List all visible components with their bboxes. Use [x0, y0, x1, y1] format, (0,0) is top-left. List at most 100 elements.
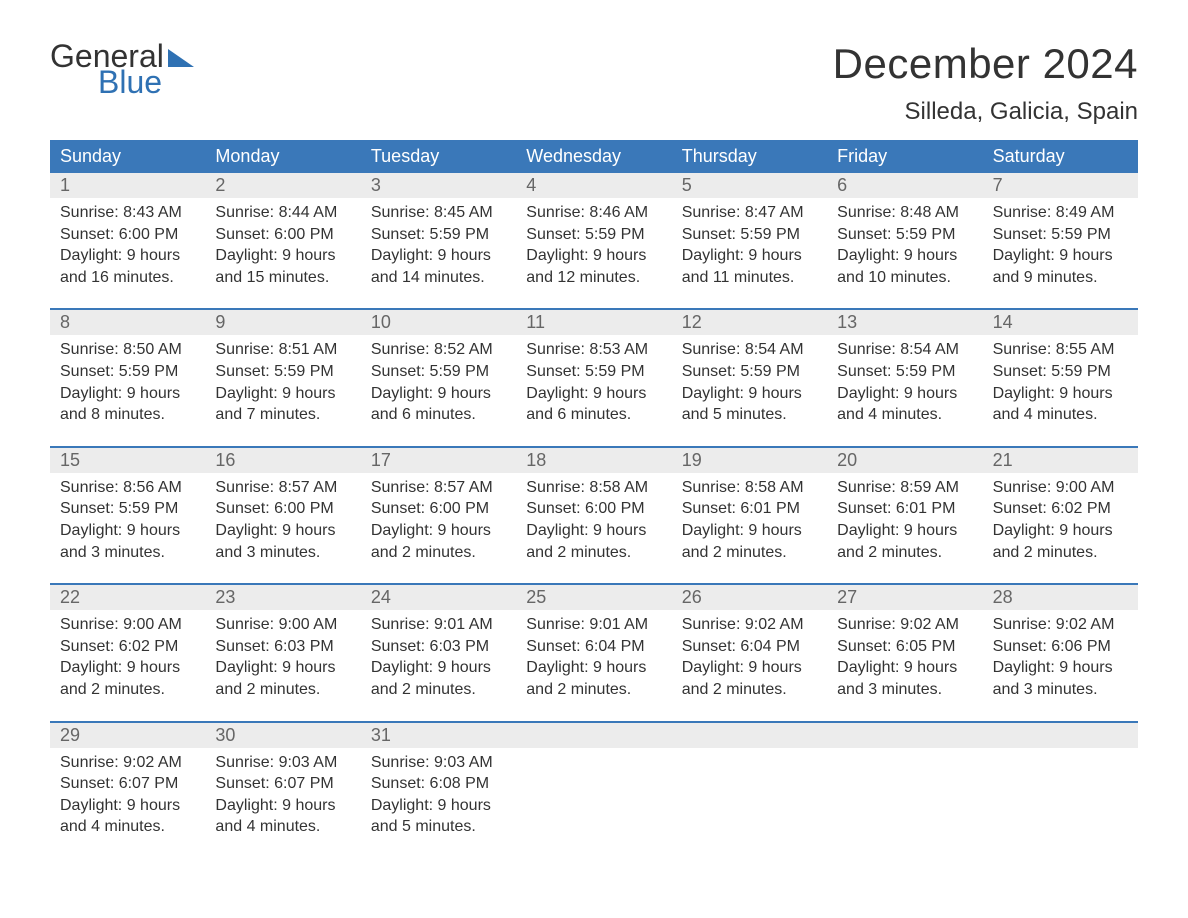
day-cell: Sunrise: 8:54 AMSunset: 5:59 PMDaylight:…	[827, 335, 982, 429]
day-sunrise: Sunrise: 8:51 AM	[215, 339, 350, 361]
day-number: 8	[50, 310, 205, 335]
day-number-row: 293031	[50, 723, 1138, 748]
day-dl1: Daylight: 9 hours	[993, 520, 1128, 542]
day-sunrise: Sunrise: 9:01 AM	[371, 614, 506, 636]
day-number: 24	[361, 585, 516, 610]
day-dl1: Daylight: 9 hours	[526, 520, 661, 542]
day-dl2: and 14 minutes.	[371, 267, 506, 289]
day-number: 20	[827, 448, 982, 473]
day-dl2: and 4 minutes.	[993, 404, 1128, 426]
day-dl1: Daylight: 9 hours	[60, 245, 195, 267]
day-sunrise: Sunrise: 8:44 AM	[215, 202, 350, 224]
day-number: 1	[50, 173, 205, 198]
day-sunrise: Sunrise: 8:58 AM	[526, 477, 661, 499]
day-dl2: and 6 minutes.	[371, 404, 506, 426]
day-cell: Sunrise: 9:00 AMSunset: 6:03 PMDaylight:…	[205, 610, 360, 704]
day-sunrise: Sunrise: 9:03 AM	[371, 752, 506, 774]
day-number: 30	[205, 723, 360, 748]
day-dl2: and 5 minutes.	[371, 816, 506, 838]
week-row: 22232425262728Sunrise: 9:00 AMSunset: 6:…	[50, 583, 1138, 704]
day-sunrise: Sunrise: 8:50 AM	[60, 339, 195, 361]
day-number-row: 15161718192021	[50, 448, 1138, 473]
day-dl2: and 3 minutes.	[993, 679, 1128, 701]
day-dl2: and 4 minutes.	[60, 816, 195, 838]
day-sunrise: Sunrise: 8:56 AM	[60, 477, 195, 499]
day-number: 18	[516, 448, 671, 473]
day-dl1: Daylight: 9 hours	[837, 520, 972, 542]
day-number: 26	[672, 585, 827, 610]
day-sunrise: Sunrise: 8:47 AM	[682, 202, 817, 224]
day-number: 11	[516, 310, 671, 335]
day-cell: Sunrise: 8:54 AMSunset: 5:59 PMDaylight:…	[672, 335, 827, 429]
day-sunrise: Sunrise: 8:49 AM	[993, 202, 1128, 224]
day-number: 17	[361, 448, 516, 473]
day-sunrise: Sunrise: 8:55 AM	[993, 339, 1128, 361]
day-sunrise: Sunrise: 8:54 AM	[837, 339, 972, 361]
day-number: 23	[205, 585, 360, 610]
day-dl2: and 2 minutes.	[371, 542, 506, 564]
day-dl2: and 9 minutes.	[993, 267, 1128, 289]
day-cell: Sunrise: 8:56 AMSunset: 5:59 PMDaylight:…	[50, 473, 205, 567]
day-number: 27	[827, 585, 982, 610]
day-sunrise: Sunrise: 9:00 AM	[60, 614, 195, 636]
day-sunrise: Sunrise: 8:54 AM	[682, 339, 817, 361]
day-number: 19	[672, 448, 827, 473]
day-header: Tuesday	[361, 140, 516, 173]
weeks-container: 1234567Sunrise: 8:43 AMSunset: 6:00 PMDa…	[50, 173, 1138, 842]
logo-flag-icon	[168, 49, 194, 67]
day-sunrise: Sunrise: 8:46 AM	[526, 202, 661, 224]
day-dl1: Daylight: 9 hours	[526, 245, 661, 267]
day-sunset: Sunset: 6:02 PM	[60, 636, 195, 658]
day-number: 16	[205, 448, 360, 473]
day-dl2: and 2 minutes.	[682, 679, 817, 701]
day-dl2: and 7 minutes.	[215, 404, 350, 426]
day-sunset: Sunset: 6:00 PM	[371, 498, 506, 520]
day-header: Saturday	[983, 140, 1138, 173]
day-dl1: Daylight: 9 hours	[215, 520, 350, 542]
day-cell: Sunrise: 8:46 AMSunset: 5:59 PMDaylight:…	[516, 198, 671, 292]
day-cell: Sunrise: 8:58 AMSunset: 6:00 PMDaylight:…	[516, 473, 671, 567]
day-cell: Sunrise: 8:47 AMSunset: 5:59 PMDaylight:…	[672, 198, 827, 292]
day-sunset: Sunset: 6:06 PM	[993, 636, 1128, 658]
day-sunrise: Sunrise: 8:43 AM	[60, 202, 195, 224]
day-sunrise: Sunrise: 9:00 AM	[993, 477, 1128, 499]
day-dl1: Daylight: 9 hours	[682, 520, 817, 542]
day-number: 15	[50, 448, 205, 473]
day-sunset: Sunset: 5:59 PM	[993, 224, 1128, 246]
day-dl1: Daylight: 9 hours	[60, 657, 195, 679]
day-header: Friday	[827, 140, 982, 173]
day-dl1: Daylight: 9 hours	[837, 383, 972, 405]
logo: General Blue	[50, 40, 194, 98]
day-cell	[827, 748, 982, 842]
week-row: 293031Sunrise: 9:02 AMSunset: 6:07 PMDay…	[50, 721, 1138, 842]
day-sunset: Sunset: 5:59 PM	[682, 224, 817, 246]
day-sunset: Sunset: 6:03 PM	[215, 636, 350, 658]
day-number-row: 891011121314	[50, 310, 1138, 335]
day-dl1: Daylight: 9 hours	[371, 520, 506, 542]
day-dl2: and 2 minutes.	[526, 679, 661, 701]
day-number: 9	[205, 310, 360, 335]
day-sunset: Sunset: 5:59 PM	[526, 224, 661, 246]
day-sunset: Sunset: 5:59 PM	[60, 361, 195, 383]
day-dl1: Daylight: 9 hours	[60, 795, 195, 817]
day-content-row: Sunrise: 8:50 AMSunset: 5:59 PMDaylight:…	[50, 335, 1138, 429]
day-dl2: and 6 minutes.	[526, 404, 661, 426]
day-number-row: 22232425262728	[50, 585, 1138, 610]
day-content-row: Sunrise: 9:02 AMSunset: 6:07 PMDaylight:…	[50, 748, 1138, 842]
day-cell: Sunrise: 8:48 AMSunset: 5:59 PMDaylight:…	[827, 198, 982, 292]
day-cell	[672, 748, 827, 842]
day-sunset: Sunset: 6:00 PM	[215, 224, 350, 246]
day-dl1: Daylight: 9 hours	[993, 657, 1128, 679]
calendar: Sunday Monday Tuesday Wednesday Thursday…	[50, 140, 1138, 842]
day-dl2: and 8 minutes.	[60, 404, 195, 426]
day-number: 14	[983, 310, 1138, 335]
day-number: 3	[361, 173, 516, 198]
day-cell: Sunrise: 9:03 AMSunset: 6:08 PMDaylight:…	[361, 748, 516, 842]
day-dl2: and 11 minutes.	[682, 267, 817, 289]
page-header: General Blue December 2024 Silleda, Gali…	[50, 40, 1138, 126]
day-sunset: Sunset: 5:59 PM	[682, 361, 817, 383]
day-cell: Sunrise: 8:43 AMSunset: 6:00 PMDaylight:…	[50, 198, 205, 292]
location-subtitle: Silleda, Galicia, Spain	[833, 98, 1138, 126]
day-sunrise: Sunrise: 8:57 AM	[371, 477, 506, 499]
day-dl2: and 2 minutes.	[526, 542, 661, 564]
